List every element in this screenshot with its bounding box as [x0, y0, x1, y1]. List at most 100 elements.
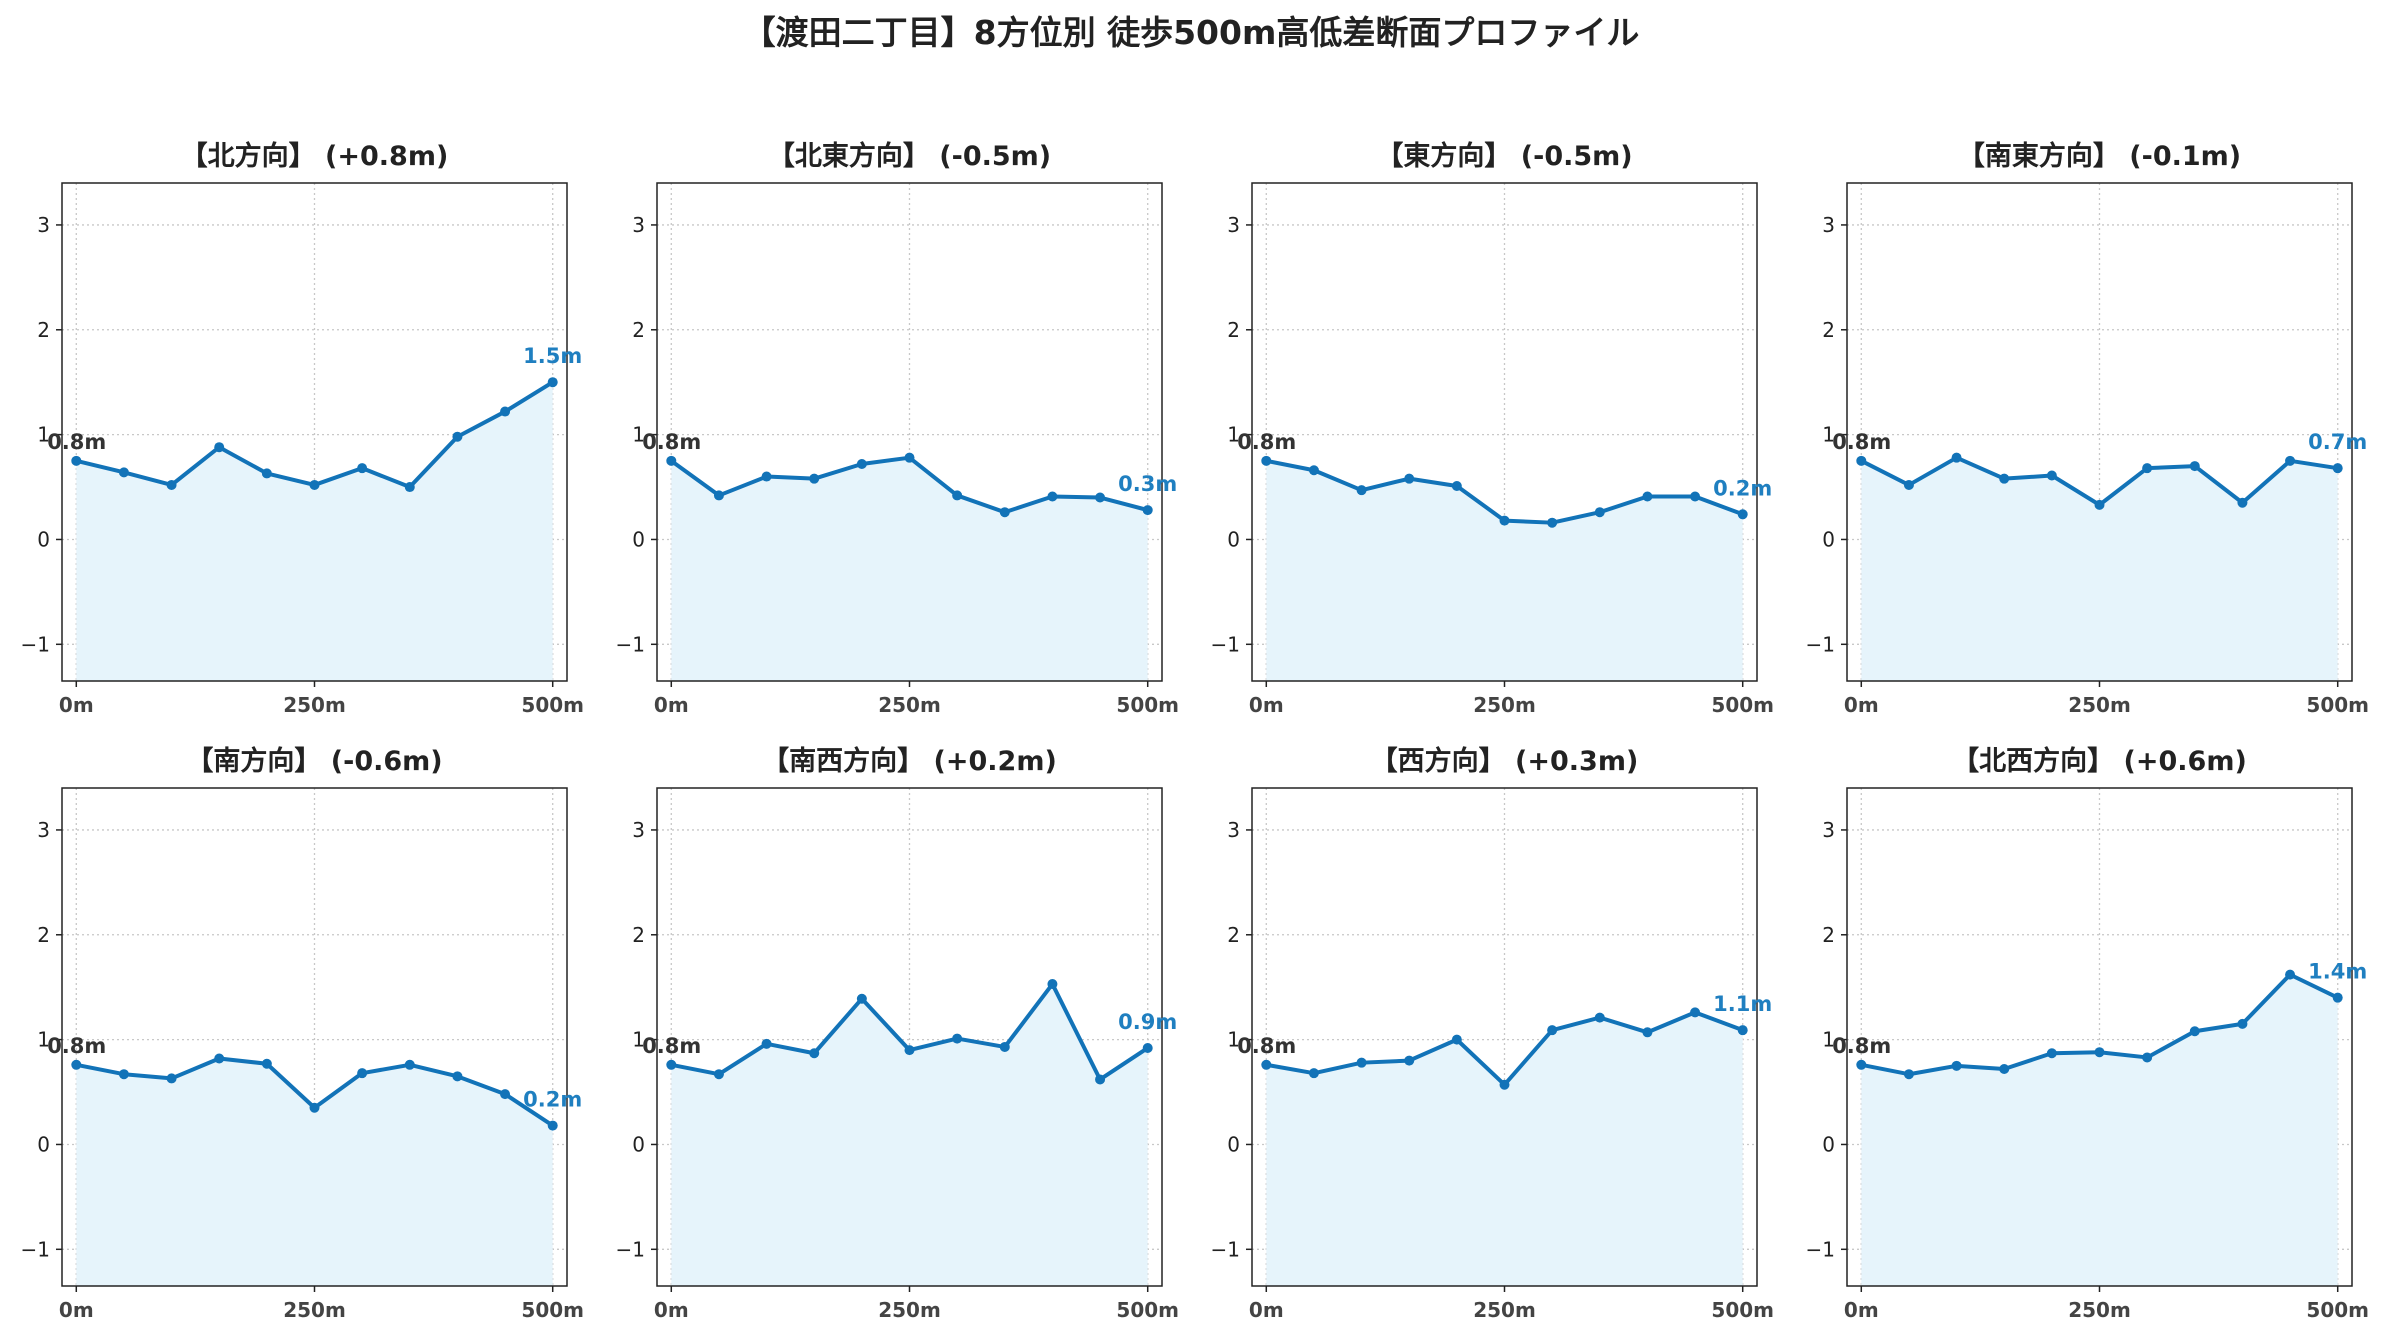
data-point [1308, 1068, 1319, 1079]
panels: 【北方向】 (+0.8m) −1 0 1 2 3 0m 250m 500m 0.8m 1.5m 【北東… [21, 140, 2369, 1322]
data-point [904, 1045, 915, 1056]
data-point [261, 468, 272, 479]
start-elevation-label: 0.8m [47, 430, 106, 454]
data-point [2094, 499, 2105, 510]
data-point [118, 467, 129, 478]
end-elevation-label: 1.5m [523, 344, 582, 368]
panel-title: 【南東方向】 (-0.1m) [1958, 140, 2241, 172]
data-point [2046, 470, 2057, 481]
xtick-label: 250m [283, 1298, 346, 1322]
panel-title: 【北西方向】 (+0.6m) [1952, 745, 2247, 777]
end-elevation-label: 1.1m [1713, 992, 1772, 1016]
data-point [1547, 517, 1558, 528]
start-elevation-label: 0.8m [1832, 430, 1891, 454]
ytick-label: 0 [1822, 1132, 1835, 1156]
data-point [713, 490, 724, 501]
start-elevation-label: 0.8m [47, 1034, 106, 1058]
panel-title: 【北方向】 (+0.8m) [181, 140, 449, 172]
data-point [1047, 979, 1058, 990]
ytick-label: −1 [1806, 1237, 1835, 1261]
data-point [2332, 992, 2343, 1003]
figure-title: 【渡田二丁目】8方位別 徒歩500m高低差断面プロファイル [743, 13, 1640, 52]
xtick-label: 500m [2306, 1298, 2369, 1322]
ytick-label: 1 [632, 423, 645, 447]
data-point [2142, 463, 2153, 474]
panel-title: 【南西方向】 (+0.2m) [762, 745, 1057, 777]
ytick-label: 1 [1227, 1028, 1240, 1052]
xtick-label: 0m [654, 693, 689, 717]
ytick-label: 0 [632, 527, 645, 551]
data-point [1903, 479, 1914, 490]
data-point [1404, 473, 1415, 484]
data-point [1451, 1034, 1462, 1045]
data-point [999, 1041, 1010, 1052]
end-elevation-label: 0.3m [1118, 472, 1177, 496]
xtick-label: 0m [59, 1298, 94, 1322]
xtick-label: 500m [2306, 693, 2369, 717]
ytick-label: 3 [37, 213, 50, 237]
ytick-label: 3 [1227, 213, 1240, 237]
data-point [1951, 452, 1962, 463]
data-point [1404, 1055, 1415, 1066]
xtick-label: 500m [1711, 693, 1774, 717]
data-point [856, 458, 867, 469]
start-elevation-label: 0.8m [1237, 1034, 1296, 1058]
data-point [357, 463, 368, 474]
elevation-panel: 【南東方向】 (-0.1m) −1 0 1 2 3 0m 250m 500m 0.8m 0.7m [1806, 140, 2369, 717]
xtick-label: 0m [59, 693, 94, 717]
ytick-label: −1 [616, 1237, 645, 1261]
start-elevation-label: 0.8m [642, 1034, 701, 1058]
xtick-label: 250m [2068, 693, 2131, 717]
ytick-label: 2 [632, 318, 645, 342]
data-point [71, 455, 82, 466]
ytick-label: 3 [632, 213, 645, 237]
end-elevation-label: 0.2m [523, 1088, 582, 1112]
panel-title: 【南方向】 (-0.6m) [186, 745, 442, 777]
data-point [904, 452, 915, 463]
data-point [999, 507, 1010, 518]
panel-title: 【西方向】 (+0.3m) [1371, 745, 1639, 777]
elevation-panel: 【北西方向】 (+0.6m) −1 0 1 2 3 0m 250m 500m 0.8m 1.4m [1806, 745, 2369, 1322]
data-point [2189, 1026, 2200, 1037]
ytick-label: 2 [37, 318, 50, 342]
data-point [547, 377, 558, 388]
ytick-label: 2 [37, 923, 50, 947]
data-point [166, 479, 177, 490]
data-point [1142, 505, 1153, 516]
data-point [1856, 455, 1867, 466]
xtick-label: 0m [1249, 1298, 1284, 1322]
data-point [547, 1120, 558, 1131]
end-elevation-label: 0.2m [1713, 476, 1772, 500]
xtick-label: 0m [654, 1298, 689, 1322]
data-point [1451, 480, 1462, 491]
panel-title: 【北東方向】 (-0.5m) [768, 140, 1051, 172]
ytick-label: 0 [37, 527, 50, 551]
elevation-area [671, 457, 1148, 681]
data-point [2142, 1052, 2153, 1063]
elevation-area [76, 1058, 553, 1286]
ytick-label: −1 [21, 1237, 50, 1261]
elevation-panel: 【西方向】 (+0.3m) −1 0 1 2 3 0m 250m 500m 0.8m 1.1m [1211, 745, 1774, 1322]
data-point [452, 431, 463, 442]
data-point [261, 1058, 272, 1069]
data-point [1356, 1057, 1367, 1068]
xtick-label: 0m [1844, 1298, 1879, 1322]
elevation-panel: 【北東方向】 (-0.5m) −1 0 1 2 3 0m 250m 500m 0.8m 0.3m [616, 140, 1179, 717]
ytick-label: 3 [1822, 818, 1835, 842]
data-point [71, 1059, 82, 1070]
xtick-label: 250m [878, 693, 941, 717]
data-point [1999, 1063, 2010, 1074]
data-point [1261, 1059, 1272, 1070]
data-point [309, 479, 320, 490]
elevation-area [1861, 457, 2338, 681]
data-point [1499, 515, 1510, 526]
data-point [1499, 1079, 1510, 1090]
ytick-label: −1 [616, 632, 645, 656]
ytick-label: 0 [1227, 527, 1240, 551]
data-point [1547, 1025, 1558, 1036]
ytick-label: −1 [1211, 632, 1240, 656]
data-point [713, 1069, 724, 1080]
data-point [1737, 1025, 1748, 1036]
ytick-label: 1 [1227, 423, 1240, 447]
ytick-label: −1 [1211, 1237, 1240, 1261]
